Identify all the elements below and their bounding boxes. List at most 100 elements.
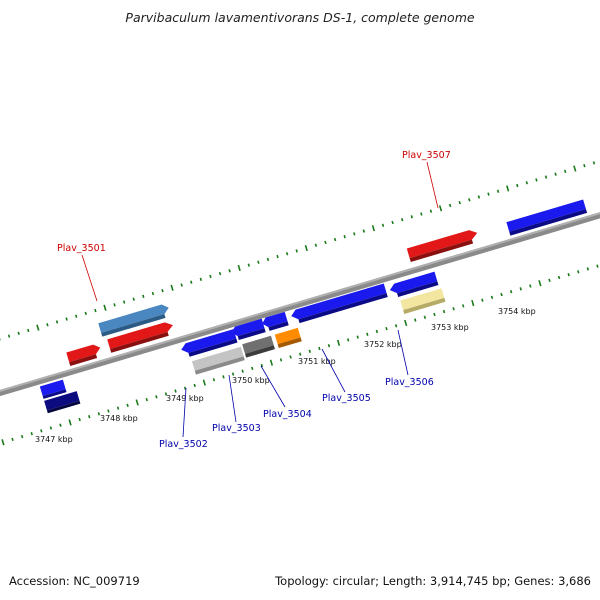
gene-plav-3507-block[interactable] (406, 228, 480, 262)
minor-tick (107, 409, 110, 413)
minor-tick (20, 434, 24, 439)
gene-blue-left-block[interactable] (39, 379, 67, 399)
minor-tick (126, 403, 129, 407)
minor-tick (391, 220, 394, 225)
minor-tick (596, 264, 599, 268)
gene-label-plav-3506[interactable]: Plav_3506 (385, 377, 434, 388)
minor-tick (122, 300, 126, 304)
minor-tick (314, 243, 318, 247)
minor-tick (516, 183, 519, 188)
minor-tick (548, 278, 551, 282)
gene-plav-3505-block[interactable] (290, 283, 388, 325)
linear-map (0, 161, 600, 446)
topology-text: Topology: circular; Length: 3,914,745 bp… (274, 574, 591, 588)
gene-plav-3503-block[interactable] (230, 318, 266, 342)
minor-tick (525, 181, 529, 185)
minor-tick (228, 269, 231, 273)
major-tick (202, 379, 206, 386)
minor-tick (97, 412, 101, 416)
kbp-label: 3751 kbp (298, 357, 336, 366)
minor-tick (212, 378, 216, 382)
minor-tick (557, 275, 561, 280)
gene-label-plav-3502[interactable]: Plav_3502 (159, 439, 208, 450)
gene-khaki-block[interactable] (400, 288, 446, 314)
kbp-label: 3749 kbp (166, 394, 204, 403)
minor-tick (279, 358, 283, 362)
gene-label-plav-3501[interactable]: Plav_3501 (57, 243, 106, 254)
minor-tick (577, 270, 580, 274)
minor-tick (420, 212, 423, 216)
minor-tick (84, 311, 87, 316)
minor-tick (400, 218, 404, 222)
minor-tick (442, 309, 446, 314)
minor-tick (563, 169, 567, 174)
gene-plav-3501-block[interactable] (98, 303, 171, 337)
minor-tick (433, 312, 436, 317)
minor-tick (113, 303, 116, 307)
minor-tick (366, 332, 369, 336)
minor-tick (199, 277, 203, 281)
minor-tick (289, 355, 292, 359)
minor-tick (40, 429, 43, 433)
gene-blue-forward-block[interactable] (506, 199, 588, 236)
gene-label-plav-3507[interactable]: Plav_3507 (402, 150, 451, 161)
gene-plav-3504-block[interactable] (261, 311, 289, 333)
gene-silver-block[interactable] (191, 346, 245, 375)
major-tick (538, 280, 542, 287)
gene-red-small-block[interactable] (66, 343, 103, 366)
minor-tick (490, 295, 494, 300)
major-tick (135, 399, 139, 406)
minor-tick (586, 267, 590, 271)
minor-tick (151, 291, 155, 296)
major-tick (404, 319, 408, 327)
kbp-label: 3753 kbp (431, 323, 469, 332)
minor-tick (327, 343, 331, 348)
gene-label-plav-3505[interactable]: Plav_3505 (322, 393, 371, 404)
minor-tick (295, 249, 298, 253)
minor-tick (266, 257, 270, 262)
minor-tick (241, 369, 244, 373)
minor-tick (394, 324, 398, 328)
minor-tick (193, 383, 196, 388)
minor-tick (592, 161, 596, 165)
major-tick (573, 165, 577, 172)
minor-tick (190, 280, 193, 284)
major-tick (371, 225, 376, 232)
minor-tick (448, 203, 452, 208)
gene-navy-left-block[interactable] (44, 391, 81, 414)
minor-tick (462, 304, 465, 308)
minor-tick (458, 200, 461, 205)
minor-tick (116, 406, 120, 410)
minor-tick (260, 363, 264, 368)
accession-text: Accession: NC_009719 (9, 574, 140, 588)
minor-tick (381, 223, 385, 228)
gene-gray-block[interactable] (242, 335, 275, 358)
callout-plav-3503: Plav_3503 (212, 374, 261, 434)
major-tick (506, 185, 510, 192)
callout-plav-3506: Plav_3506 (385, 329, 434, 388)
minor-tick (452, 307, 455, 311)
minor-tick (509, 290, 513, 294)
gene-plav-3502-block[interactable] (180, 329, 238, 358)
minor-tick (414, 318, 417, 322)
minor-tick (346, 338, 350, 342)
minor-tick (487, 192, 490, 196)
gene-red-forward-block[interactable] (107, 320, 175, 353)
minor-tick (180, 283, 183, 287)
reverse-tick-track (1, 264, 599, 446)
minor-tick (55, 320, 59, 324)
kbp-label: 3747 kbp (35, 435, 73, 444)
gene-plav-3506-block[interactable] (388, 271, 439, 299)
gene-label-plav-3504[interactable]: Plav_3504 (263, 409, 312, 420)
gene-label-plav-3503[interactable]: Plav_3503 (212, 423, 261, 434)
minor-tick (0, 337, 1, 341)
kbp-label: 3752 kbp (364, 340, 402, 349)
major-tick (336, 339, 341, 346)
minor-tick (17, 331, 20, 335)
callout-plav-3504: Plav_3504 (260, 365, 312, 420)
callout-plav-3505: Plav_3505 (321, 348, 371, 404)
minor-tick (209, 274, 212, 279)
minor-tick (164, 392, 168, 396)
gene-orange-block[interactable] (274, 327, 302, 349)
minor-tick (410, 215, 413, 219)
